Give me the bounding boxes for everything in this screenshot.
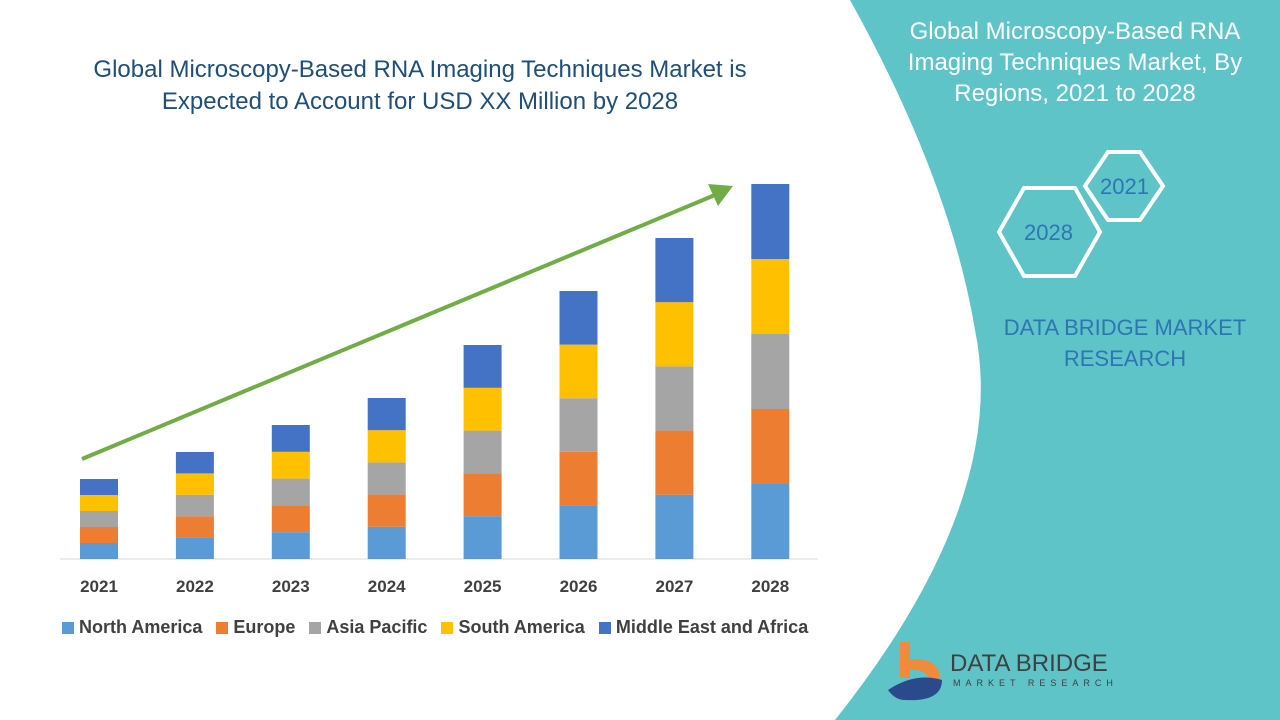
bar-segment-2024-2 xyxy=(367,462,406,495)
legend-item: Middle East and Africa xyxy=(598,617,809,638)
chart-title: Global Microscopy-Based RNA Imaging Tech… xyxy=(93,56,747,115)
legend-label: Europe xyxy=(233,617,296,637)
legend: North America Europe Asia Pacific South … xyxy=(62,617,808,638)
x-tick-label: 2026 xyxy=(560,577,598,596)
bar-segment-2021-4 xyxy=(80,479,118,495)
bar-segment-2026-4 xyxy=(559,291,598,345)
bar-segment-2027-3 xyxy=(655,302,694,367)
hex-label-2028: 2028 xyxy=(1024,220,1073,245)
legend-item: North America xyxy=(62,617,202,638)
x-tick-label: 2022 xyxy=(176,577,214,596)
x-tick-label: 2023 xyxy=(272,577,310,596)
logo-subtitle: MARKET RESEARCH xyxy=(953,678,1118,688)
x-tick-label: 2028 xyxy=(751,577,789,596)
bar-segment-2022-3 xyxy=(175,473,214,495)
bar-segment-2022-4 xyxy=(175,452,214,474)
bar-segment-2021-3 xyxy=(80,495,118,511)
bar-segment-2028-1 xyxy=(751,409,790,484)
legend-item: Asia Pacific xyxy=(309,617,427,638)
bar-segment-2024-1 xyxy=(367,494,406,527)
legend-label: South America xyxy=(458,617,585,637)
legend-label: North America xyxy=(79,617,203,637)
legend-label: Middle East and Africa xyxy=(615,617,809,637)
x-tick-label: 2027 xyxy=(655,577,693,596)
bar-segment-2026-3 xyxy=(559,344,598,399)
legend-swatch xyxy=(62,621,74,634)
legend-item: South America xyxy=(441,617,585,638)
bar-segment-2023-2 xyxy=(271,478,310,506)
bar-segment-2026-2 xyxy=(559,398,598,452)
legend-swatch xyxy=(216,621,229,634)
bar-segment-2025-2 xyxy=(463,430,502,474)
hexagon-2028 xyxy=(996,186,1103,278)
bar-segment-2021-1 xyxy=(80,527,118,543)
x-tick-label: 2024 xyxy=(368,577,406,596)
trend-arrow xyxy=(81,184,733,461)
bar-segment-2023-1 xyxy=(271,505,310,533)
brand-text: DATA BRIDGE MARKET RESEARCH xyxy=(1003,315,1247,371)
bar-segment-2026-1 xyxy=(559,451,598,506)
bar-segment-2025-0 xyxy=(463,516,502,559)
legend-item: Europe xyxy=(216,617,295,638)
bar-segment-2028-4 xyxy=(751,184,790,259)
bar-segment-2022-1 xyxy=(175,516,214,538)
bar-segment-2025-1 xyxy=(463,473,502,517)
legend-label: Asia Pacific xyxy=(326,617,428,637)
hex-label-2021: 2021 xyxy=(1100,174,1149,199)
bar-segment-2028-2 xyxy=(751,334,790,409)
bar-segment-2025-4 xyxy=(463,345,502,388)
bar-segment-2023-3 xyxy=(271,451,310,479)
bar-segment-2025-3 xyxy=(463,387,502,431)
legend-swatch xyxy=(441,621,454,634)
side-panel xyxy=(835,0,1280,720)
bar-segment-2021-0 xyxy=(80,543,118,559)
bar-segment-2026-0 xyxy=(559,505,598,559)
bar-segment-2022-0 xyxy=(175,537,214,559)
hexagon-2021 xyxy=(1082,150,1166,222)
bar-segment-2027-4 xyxy=(655,238,694,303)
side-panel-title: Global Microscopy-Based RNA Imaging Tech… xyxy=(907,18,1243,107)
x-tick-label: 2025 xyxy=(464,577,502,596)
logo-name: DATA BRIDGE xyxy=(950,650,1108,677)
bar-segment-2027-2 xyxy=(655,366,694,431)
bar-segment-2027-0 xyxy=(655,494,694,559)
bar-segment-2023-4 xyxy=(271,425,310,452)
bar-segment-2028-3 xyxy=(751,259,790,334)
bar-segment-2027-1 xyxy=(655,430,694,495)
bar-segment-2022-2 xyxy=(175,494,214,517)
bar-segment-2021-2 xyxy=(80,511,118,527)
bar-segment-2023-0 xyxy=(271,532,310,559)
bar-segment-2028-0 xyxy=(751,484,790,559)
bar-segment-2024-0 xyxy=(367,526,406,559)
legend-swatch xyxy=(598,621,611,634)
logo-mark-icon xyxy=(888,642,942,701)
bar-segment-2024-3 xyxy=(367,430,406,463)
x-tick-label: 2021 xyxy=(80,577,118,596)
legend-swatch xyxy=(309,621,322,634)
bar-segment-2024-4 xyxy=(367,398,406,431)
